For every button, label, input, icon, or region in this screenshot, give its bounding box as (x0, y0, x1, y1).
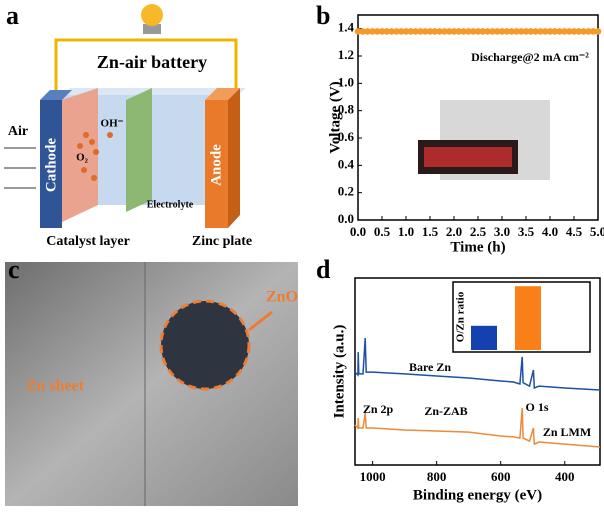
panel-label: d (316, 255, 331, 284)
annotation: Zn-ZAB (424, 404, 467, 418)
photo-inset (418, 100, 550, 180)
x-tick-label: 0.5 (374, 224, 391, 239)
y-axis-label: Intensity (a.u.) (331, 325, 347, 419)
label: Anode (208, 144, 224, 186)
point (595, 28, 602, 35)
y-tick-label: 0.2 (338, 184, 354, 199)
annotation: Zn LMM (543, 425, 591, 439)
y-tick-label: 1.2 (338, 47, 354, 62)
zno-region (161, 301, 249, 389)
x-tick-label: 1.0 (398, 224, 414, 239)
label: OH⁻ (101, 118, 124, 130)
panel-label: a (6, 1, 19, 30)
x-tick-label: 4.5 (566, 224, 583, 239)
panel-c: c Zn sheet ZnO (5, 255, 298, 506)
x-tick-label: 1000 (360, 469, 386, 484)
bulb (141, 4, 163, 26)
y-tick-label: 1.4 (338, 20, 355, 35)
x-tick-label: 400 (555, 469, 575, 484)
x-tick-label: 5.0 (590, 224, 604, 239)
x-tick-label: 600 (491, 469, 511, 484)
x-axis-label: Time (h) (450, 239, 505, 255)
annotation: O 1s (525, 400, 548, 414)
title: Zn-air battery (97, 52, 207, 72)
y-axis-label: Voltage (V) (327, 81, 343, 153)
annotation: Discharge@2 mA cm⁻² (471, 50, 589, 64)
y-axis-label: O/Zn ratio (455, 291, 467, 342)
x-tick-label: 0.0 (350, 224, 366, 239)
label: Zn sheet (26, 378, 85, 395)
label: Electrolyte (147, 199, 194, 210)
label: Catalyst layer (46, 234, 130, 249)
annotation: Zn 2p (363, 402, 394, 416)
x-tick-label: 2.0 (446, 224, 462, 239)
x-axis-label: Binding energy (eV) (413, 487, 542, 503)
label: O₂ (76, 152, 89, 164)
x-tick-label: 2.5 (470, 224, 487, 239)
figure: a Zn-air battery Air Cathode Anode OH⁻ O… (0, 0, 604, 513)
annotation: Bare Zn (409, 360, 451, 374)
y-tick-label: 0.4 (338, 156, 355, 171)
label: Air (8, 124, 28, 139)
air-arrows (4, 148, 36, 188)
label: ZnO (266, 289, 298, 306)
label: Cathode (43, 138, 59, 193)
label: Zinc plate (192, 234, 252, 249)
panel-a: a Zn-air battery Air Cathode Anode OH⁻ O… (4, 1, 252, 249)
x-tick-label: 3.5 (518, 224, 535, 239)
bar (471, 326, 497, 350)
membrane (126, 88, 152, 212)
bar (515, 286, 541, 350)
x-tick-label: 3.0 (494, 224, 510, 239)
x-tick-label: 4.0 (542, 224, 558, 239)
panel-label: b (316, 1, 330, 30)
led-display (424, 147, 512, 167)
x-tick-label: 800 (427, 469, 447, 484)
panel-label: c (8, 255, 20, 284)
anode-side (228, 88, 240, 228)
x-tick-label: 1.5 (422, 224, 439, 239)
